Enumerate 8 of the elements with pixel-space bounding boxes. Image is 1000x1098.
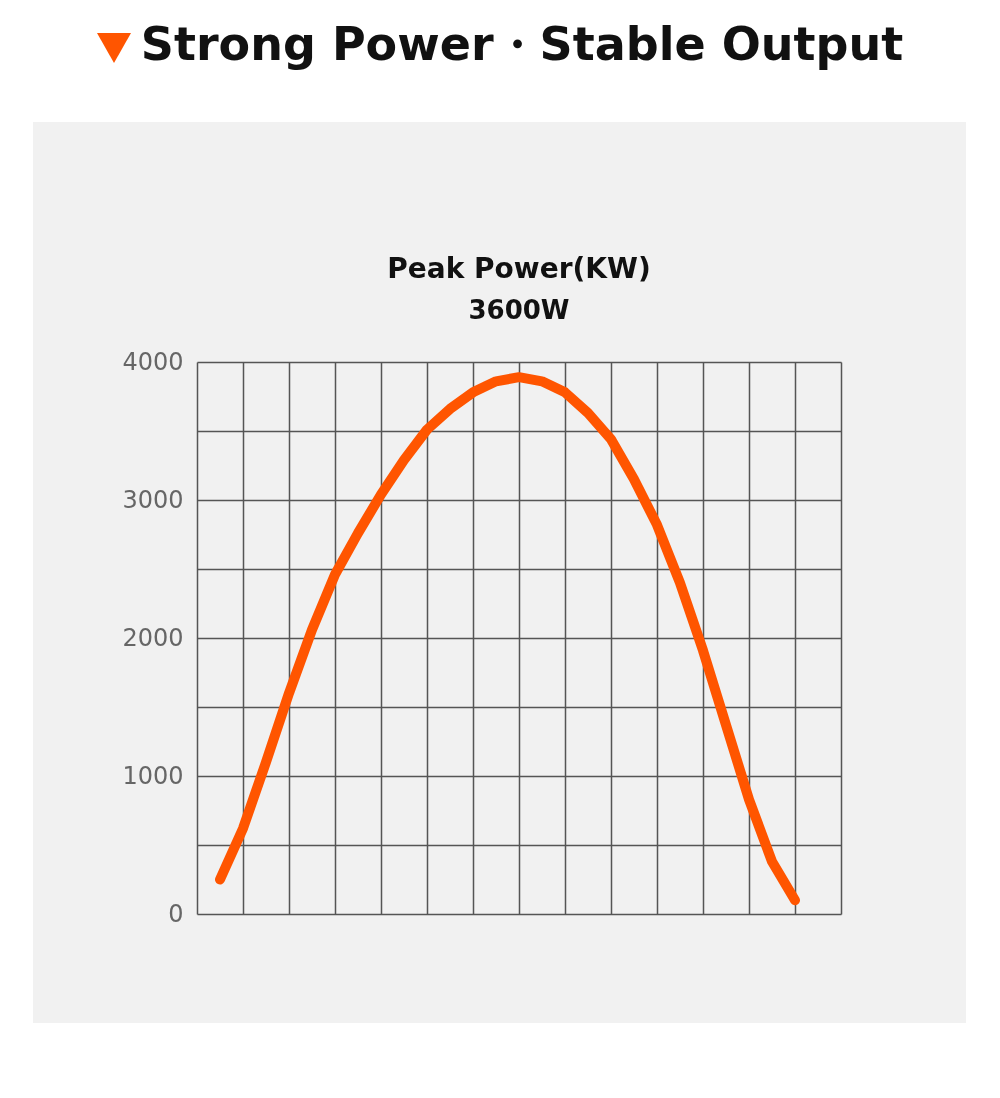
- chart-subtitle: 3600W: [468, 295, 570, 325]
- chart-title: Peak Power(KW): [387, 252, 651, 285]
- text: Strong Power・Stable Output: [140, 17, 904, 71]
- y-tick-label: 2000: [122, 623, 184, 652]
- y-tick-label: 0: [168, 899, 184, 928]
- y-tick-label: 4000: [122, 347, 184, 376]
- y-tick-label: 1000: [122, 761, 184, 790]
- y-tick-label: 3000: [122, 485, 184, 514]
